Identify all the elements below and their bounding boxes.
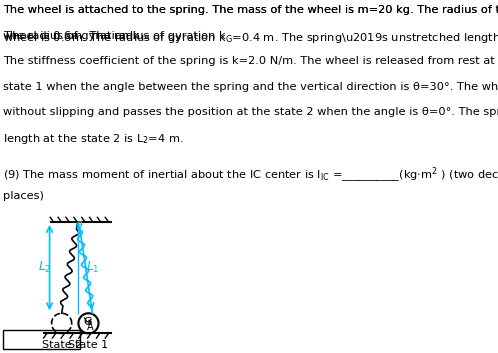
Text: wheel is 0.6m. The radius of gyration k: wheel is 0.6m. The radius of gyration k — [3, 31, 226, 41]
Text: G: G — [84, 317, 92, 327]
FancyBboxPatch shape — [3, 330, 80, 349]
Text: The wheel is attached to the spring. The mass of the wheel is m=20 kg. The radiu: The wheel is attached to the spring. The… — [3, 5, 498, 15]
Text: A: A — [87, 322, 94, 332]
Text: (9) The mass moment of inertial about the IC center is I$_\mathrm{IC}$ =________: (9) The mass moment of inertial about th… — [3, 166, 498, 185]
Text: The radius of gyration k: The radius of gyration k — [3, 31, 139, 41]
Text: State 1: State 1 — [68, 340, 109, 350]
Text: The wheel is attached to the spring. The mass of the wheel is m=20 kg. The radiu: The wheel is attached to the spring. The… — [3, 5, 498, 15]
Text: length at the state 2 is L$_2$=4 m.: length at the state 2 is L$_2$=4 m. — [3, 132, 184, 146]
Text: without slipping and passes the position at the state 2 when the angle is θ=0°. : without slipping and passes the position… — [3, 107, 498, 117]
Text: places): places) — [3, 191, 44, 201]
Text: $L_2$: $L_2$ — [38, 260, 52, 275]
Text: State 2: State 2 — [41, 340, 82, 350]
Text: state 1 when the angle between the spring and the vertical direction is θ=30°. T: state 1 when the angle between the sprin… — [3, 82, 498, 91]
Text: wheel is 0.6m. The radius of gyration k$_\mathrm{G}$=0.4 m. The spring\u2019s un: wheel is 0.6m. The radius of gyration k$… — [3, 31, 498, 45]
Text: The stiffness coefficient of the spring is k=2.0 N/m. The wheel is released from: The stiffness coefficient of the spring … — [3, 56, 498, 66]
Text: $L_1$: $L_1$ — [86, 260, 100, 275]
Text: $\theta$: $\theta$ — [76, 219, 84, 231]
